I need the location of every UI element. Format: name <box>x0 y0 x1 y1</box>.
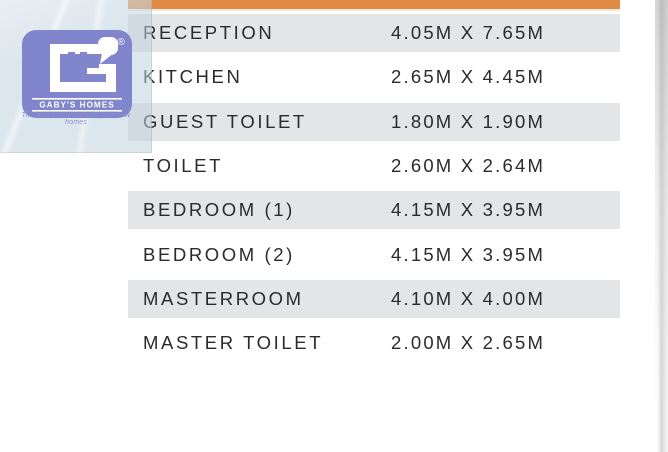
room-size-value: 4.15M X 3.95M <box>391 199 546 221</box>
table-row: MASTER TOILET 2.00M X 2.65M <box>128 321 620 365</box>
table-row: KITCHEN 2.65M X 4.45M <box>128 55 620 99</box>
gabys-homes-logo: GABY'S HOMES ® <box>22 30 132 118</box>
room-size-value: 2.00M X 2.65M <box>391 332 546 354</box>
room-size-value: 2.60M X 2.64M <box>391 155 546 177</box>
table-row: BEDROOM (2) 4.15M X 3.95M <box>128 232 620 276</box>
table-row: BEDROOM (1) 4.15M X 3.95M <box>128 188 620 233</box>
room-name-label: TOILET <box>143 155 224 177</box>
room-dimensions-table: RECEPTION 4.05M X 7.65M KITCHEN 2.65M X 4.4… <box>128 0 620 365</box>
room-name-label: BEDROOM (2) <box>143 243 295 265</box>
table-row: RECEPTION 4.05M X 7.65M <box>128 11 620 56</box>
room-name-label: BEDROOM (1) <box>143 199 295 221</box>
room-size-value: 4.10M X 4.00M <box>391 287 546 309</box>
table-rows: RECEPTION 4.05M X 7.65M KITCHEN 2.65M X 4.4… <box>128 11 620 365</box>
registered-trademark-icon: ® <box>117 37 125 48</box>
room-name-label: RECEPTION <box>143 22 275 44</box>
room-name-label: MASTER TOILET <box>143 332 324 354</box>
table-row: MASTERROOM 4.10M X 4.00M <box>128 276 620 322</box>
room-size-value: 4.05M X 7.65M <box>391 22 546 44</box>
room-size-value: 4.15M X 3.95M <box>391 243 546 265</box>
logo-tagline: The best experience for your new homes <box>21 112 131 126</box>
room-name-label: KITCHEN <box>143 66 243 88</box>
scan-edge-shadow <box>655 0 668 452</box>
room-name-label: GUEST TOILET <box>143 110 307 132</box>
table-accent-bar <box>128 0 620 11</box>
room-size-value: 2.65M X 4.45M <box>391 66 546 88</box>
logo-watermark-panel: GABY'S HOMES ® The best experience for y… <box>0 0 152 153</box>
room-name-label: MASTERROOM <box>143 287 304 309</box>
gh-monogram-icon: GABY'S HOMES ® <box>22 30 132 118</box>
room-size-value: 1.80M X 1.90M <box>391 110 546 132</box>
table-row: GUEST TOILET 1.80M X 1.90M <box>128 99 620 144</box>
table-row: TOILET 2.60M X 2.64M <box>128 144 620 188</box>
logo-brand-text: GABY'S HOMES <box>39 101 114 110</box>
